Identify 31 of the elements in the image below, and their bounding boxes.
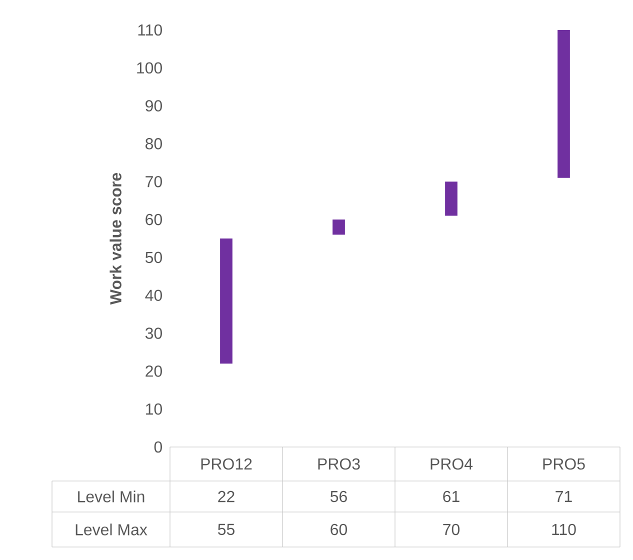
- x-tick-label: PRO5: [543, 458, 585, 470]
- x-tick-label: PRO3: [318, 458, 360, 470]
- text: 110: [552, 524, 576, 536]
- y-tick-label: 20: [146, 366, 162, 377]
- bar: [445, 182, 458, 216]
- bar: [220, 238, 232, 364]
- text: 70: [443, 524, 460, 536]
- y-tick-label: 80: [146, 138, 162, 150]
- y-tick-label: 0: [154, 441, 162, 453]
- y-tick-label: 60: [146, 214, 162, 226]
- y-axis-title: Work value score: [110, 172, 122, 305]
- bar: [558, 30, 570, 178]
- y-tick-label: 30: [145, 328, 162, 339]
- y-tick-label: 40: [145, 290, 162, 302]
- y-tick-label: 100: [137, 62, 162, 74]
- text: Level Max: [76, 524, 148, 536]
- text: 55: [218, 524, 234, 536]
- x-tick-label: PRO4: [430, 458, 473, 470]
- x-tick-label: PRO12: [201, 458, 252, 470]
- text: 61: [443, 490, 460, 502]
- y-tick-label: 110: [138, 24, 162, 36]
- text: 71: [556, 490, 572, 502]
- text: Level Min: [78, 490, 144, 502]
- y-tick-label: 50: [145, 252, 162, 264]
- bar: [332, 220, 345, 235]
- y-tick-label: 90: [146, 100, 162, 112]
- text: 56: [330, 490, 347, 502]
- text: 60: [330, 524, 348, 536]
- y-tick-label: 10: [146, 403, 162, 415]
- text: 22: [218, 490, 234, 502]
- y-tick-label: 70: [146, 176, 162, 188]
